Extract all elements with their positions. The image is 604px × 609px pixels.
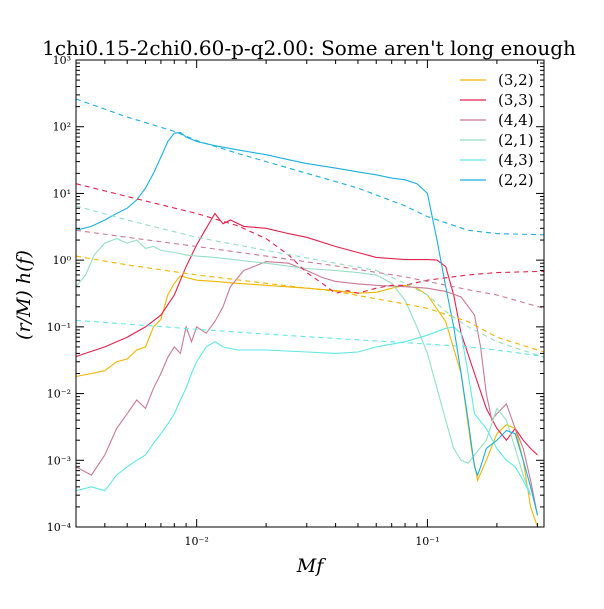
series-line-5 (75, 131, 539, 516)
legend-label: (2,2) (498, 171, 534, 189)
legend-label: (4,3) (498, 151, 534, 169)
series-line-4 (75, 326, 532, 496)
y-axis-label: (r/M) h(f) (13, 250, 35, 340)
y-tick-label: 10¹ (53, 187, 71, 200)
y-axis-label-fraction: (r/M) h(f) (13, 250, 35, 340)
y-tick-label: 10³ (53, 54, 71, 67)
series-dashed-7 (75, 183, 545, 294)
series-dashed-9 (75, 205, 545, 358)
series-dashed-11 (75, 98, 545, 236)
chart-title: 1chi0.15-2chi0.60-p-q2.00: Some aren't l… (42, 36, 576, 60)
series-dashed-10 (75, 319, 545, 358)
plot-lines (75, 98, 545, 528)
x-tick-label: 10⁻² (185, 535, 209, 548)
legend-label: (3,3) (498, 91, 534, 109)
plot-frame (75, 59, 545, 528)
series-dashed-8 (75, 229, 545, 309)
axis-ticks: 10⁻² 10⁻¹ 10⁻⁴ 10⁻³ 10⁻² 10⁻¹ 10⁰ 10¹ 10² 10³ (47, 54, 544, 548)
y-tick-label: 10⁻² (47, 388, 71, 401)
legend: (3,2) (3,3) (4,4) (2,1) (4,3) (2,2) (460, 71, 534, 189)
series-line-1 (75, 212, 538, 456)
x-tick-label: 10⁻¹ (415, 535, 439, 548)
series-line-2 (75, 261, 539, 516)
legend-label: (2,1) (498, 131, 534, 149)
x-axis-label: Mf (296, 555, 326, 577)
y-tick-label: 10⁻¹ (47, 321, 71, 334)
legend-label: (3,2) (498, 71, 534, 89)
legend-label: (4,4) (498, 111, 534, 129)
series-line-3 (75, 238, 532, 496)
y-tick-label: 10⁰ (53, 254, 72, 267)
y-tick-label: 10² (53, 121, 71, 134)
series-dashed-6 (75, 255, 545, 353)
y-tick-label: 10⁻⁴ (47, 521, 72, 534)
y-tick-label: 10⁻³ (47, 454, 71, 467)
